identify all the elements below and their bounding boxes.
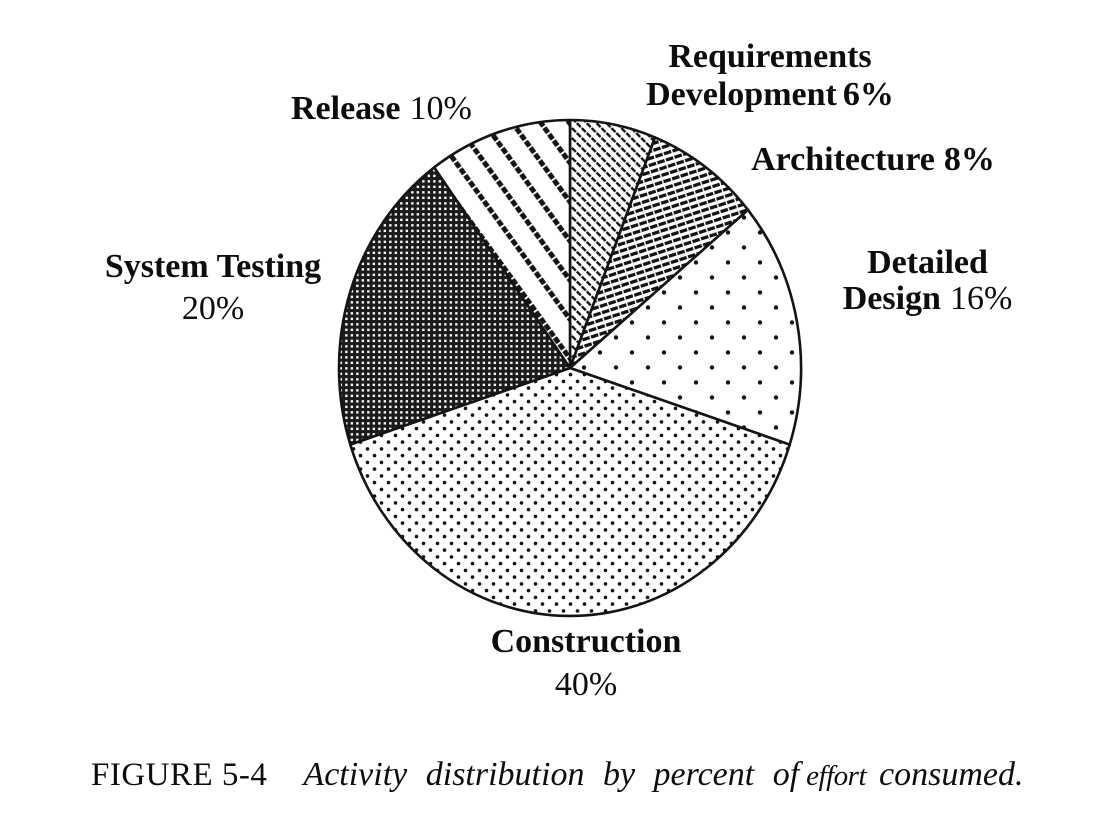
pie-slice-architecture	[568, 136, 750, 370]
pie-slice-detailed-design	[568, 208, 803, 446]
release-name: Release	[291, 90, 401, 127]
caption-text: Activity distribution by percent of	[303, 756, 800, 793]
architecture-percent: 8%	[943, 141, 995, 178]
architecture-name: Architecture	[751, 141, 935, 178]
label-system-testing: System Testing 20%	[62, 246, 364, 330]
pie-slice-construction	[349, 366, 791, 618]
caption-text-end: consumed.	[879, 756, 1024, 793]
release-percent: 10%	[409, 90, 472, 127]
label-architecture: Architecture 8%	[708, 141, 1038, 179]
pie-slice-release	[432, 118, 572, 370]
construction-percent: 40%	[554, 666, 618, 703]
system-name: System Testing	[104, 248, 322, 285]
construction-name: Construction	[490, 623, 682, 660]
pie-slice-system-testing	[337, 166, 572, 446]
requirements-percent: 6%	[842, 76, 894, 113]
requirements-line1: Requirements	[668, 38, 872, 75]
detailed-line2: Design	[842, 280, 941, 317]
detailed-percent: 16%	[949, 280, 1013, 317]
label-construction: Construction 40%	[437, 620, 735, 706]
requirements-line2: Development	[646, 76, 837, 113]
figure-number: FIGURE 5-4	[91, 757, 268, 793]
label-detailed-design: Detailed Design 16%	[780, 245, 1075, 317]
system-percent: 20%	[181, 290, 245, 327]
figure-caption: FIGURE 5-4 Activity distribution by perce…	[91, 755, 1091, 796]
caption-text-effort: effort	[806, 760, 867, 792]
label-requirements-development: Requirements Development 6%	[595, 38, 945, 114]
detailed-line1: Detailed	[867, 244, 988, 281]
label-release: Release 10%	[291, 90, 472, 128]
